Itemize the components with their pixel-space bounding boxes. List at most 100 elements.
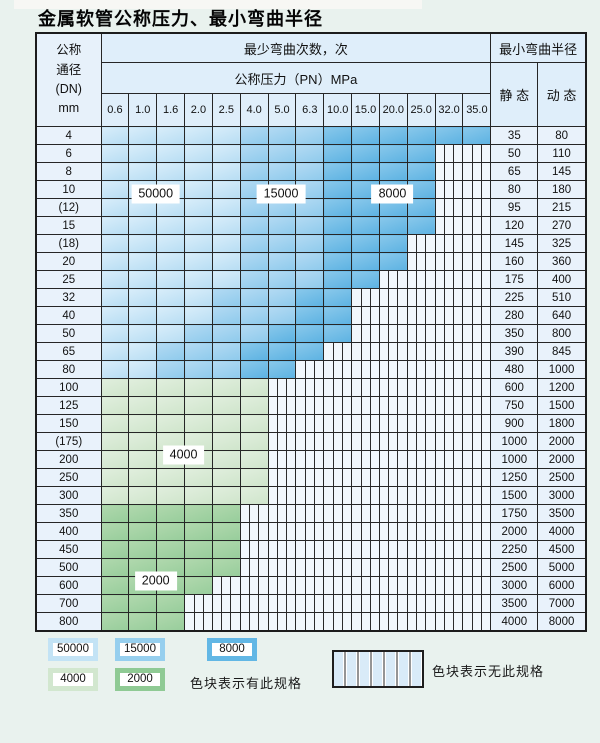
cell-8000: [323, 306, 353, 325]
cell-50000: [184, 288, 213, 307]
cell-no-spec: [323, 396, 353, 415]
static-radius-cell: 225: [490, 288, 539, 307]
cell-no-spec: [462, 612, 492, 632]
cell-no-spec: [239, 522, 269, 541]
dynamic-radius-cell: 3500: [537, 504, 587, 523]
cell-4000: [128, 378, 158, 397]
cell-no-spec: [351, 486, 380, 505]
cell-no-spec: [434, 252, 464, 271]
static-radius-cell: 3500: [490, 594, 539, 613]
cell-4000: [239, 396, 269, 415]
cell-50000: [128, 306, 158, 325]
pressure-tick: 1.6: [156, 93, 186, 127]
cell-2000: [156, 522, 186, 541]
cell-no-spec: [351, 324, 380, 343]
pressure-tick: 20.0: [378, 93, 408, 127]
cell-no-spec: [462, 144, 492, 163]
static-radius-cell: 600: [490, 378, 539, 397]
cell-50000: [156, 144, 186, 163]
cell-15000: [295, 162, 325, 181]
table-row: 125 750 1500: [35, 396, 587, 415]
cell-no-spec: [406, 612, 436, 632]
cell-8000: [323, 252, 353, 271]
cell-15000: [211, 342, 241, 361]
cell-50000: [184, 126, 213, 145]
pressure-tick: 25.0: [406, 93, 436, 127]
dn-header-line: 通径: [56, 62, 82, 77]
cell-50000: [156, 162, 186, 181]
cell-15000: [295, 126, 325, 145]
dynamic-radius-cell: 110: [537, 144, 587, 163]
cell-no-spec: [434, 450, 464, 469]
cell-2000: [156, 540, 186, 559]
cell-2000: [156, 612, 186, 632]
table-row: 10 80 180: [35, 180, 587, 199]
cell-no-spec: [295, 432, 325, 451]
cell-15000: [267, 162, 297, 181]
cell-no-spec: [378, 432, 408, 451]
pressure-tick: 6.3: [295, 93, 325, 127]
cell-15000: [184, 324, 213, 343]
cell-4000: [100, 432, 130, 451]
cell-50000: [184, 162, 213, 181]
cell-no-spec: [351, 594, 380, 613]
table-row: 65 390 845: [35, 342, 587, 361]
cell-15000: [156, 360, 186, 379]
static-radius-cell: 175: [490, 270, 539, 289]
cell-4000: [156, 414, 186, 433]
dn-cell: (175): [35, 432, 102, 451]
cell-50000: [184, 180, 213, 199]
cell-50000: [156, 216, 186, 235]
page-title: 金属软管公称压力、最小弯曲半径: [38, 9, 323, 30]
cell-no-spec: [462, 360, 492, 379]
cell-no-spec: [434, 216, 464, 235]
cell-no-spec: [462, 270, 492, 289]
cell-4000: [239, 432, 269, 451]
cell-no-spec: [351, 360, 380, 379]
cell-no-spec: [267, 414, 297, 433]
cell-50000: [211, 162, 241, 181]
cell-no-spec: [267, 558, 297, 577]
dynamic-radius-cell: 270: [537, 216, 587, 235]
static-radius-cell: 480: [490, 360, 539, 379]
dn-cell: 4: [35, 126, 102, 145]
cell-no-spec: [462, 162, 492, 181]
cell-2000: [211, 558, 241, 577]
legend-swatch-15000: 15000: [115, 638, 165, 661]
cell-no-spec: [434, 558, 464, 577]
cell-no-spec: [406, 288, 436, 307]
cell-8000: [378, 144, 408, 163]
table-row: 200 1000 2000: [35, 450, 587, 469]
legend-swatch-8000: 8000: [207, 638, 257, 661]
cell-50000: [184, 270, 213, 289]
cell-no-spec: [323, 432, 353, 451]
pressure-tick: 0.6: [100, 93, 130, 127]
cell-50000: [156, 270, 186, 289]
cell-no-spec: [295, 612, 325, 632]
cell-4000: [100, 378, 130, 397]
dn-header-line: mm: [58, 101, 80, 116]
cell-15000: [211, 324, 241, 343]
static-radius-cell: 350: [490, 324, 539, 343]
cell-50000: [100, 198, 130, 217]
cell-no-spec: [267, 612, 297, 632]
static-radius-cell: 1000: [490, 432, 539, 451]
table-row: 32 225 510: [35, 288, 587, 307]
dynamic-col-header: 动 态: [537, 62, 587, 127]
cell-50000: [211, 270, 241, 289]
static-radius-cell: 280: [490, 306, 539, 325]
cell-2000: [156, 504, 186, 523]
dn-cell: 15: [35, 216, 102, 235]
static-radius-cell: 4000: [490, 612, 539, 632]
region-label-15000: 15000: [256, 184, 306, 204]
cell-8000: [351, 234, 380, 253]
cell-no-spec: [351, 396, 380, 415]
cell-no-spec: [184, 612, 213, 632]
cell-4000: [128, 396, 158, 415]
dynamic-radius-cell: 640: [537, 306, 587, 325]
cell-no-spec: [378, 558, 408, 577]
cell-no-spec: [378, 594, 408, 613]
cell-no-spec: [351, 504, 380, 523]
cell-8000: [295, 306, 325, 325]
